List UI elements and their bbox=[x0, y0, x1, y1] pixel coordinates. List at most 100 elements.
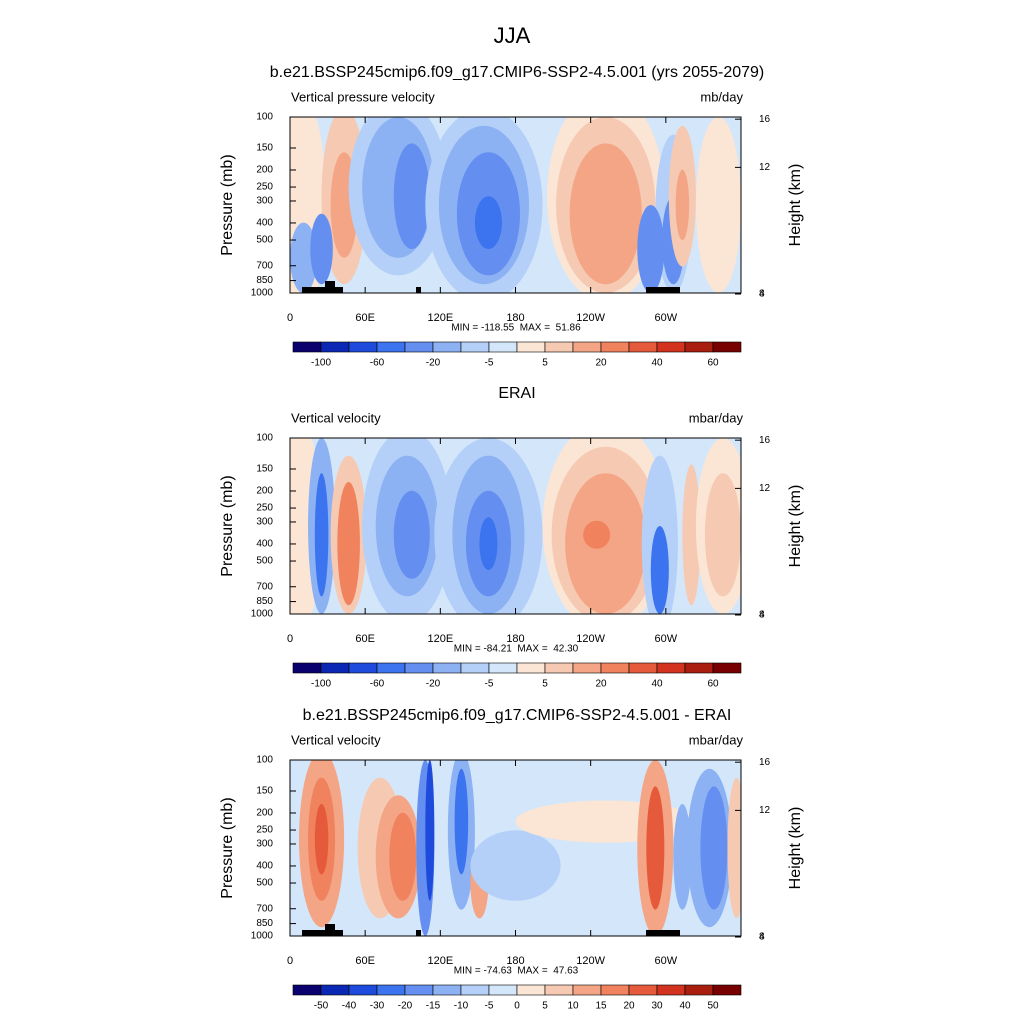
x-tick-label: 0 bbox=[287, 312, 293, 324]
colorbar-box bbox=[320, 662, 350, 674]
y-tick-label: 250 bbox=[256, 825, 273, 836]
right-label: mbar/day bbox=[689, 732, 744, 747]
y-tick-label: 1000 bbox=[251, 288, 274, 299]
panel-title: b.e21.BSSP245cmip6.f09_g17.CMIP6-SSP2-4.… bbox=[270, 64, 765, 81]
y2-tick-label: 8 bbox=[759, 932, 765, 943]
y2-tick-label: 8 bbox=[759, 289, 765, 300]
colorbar-box bbox=[712, 341, 742, 353]
colorbar-box bbox=[628, 662, 658, 674]
x-tick-label: 180 bbox=[506, 312, 524, 324]
x-tick-label: 60W bbox=[655, 633, 678, 645]
contour-field bbox=[290, 760, 741, 936]
colorbar-tick-label: -20 bbox=[426, 358, 441, 369]
colorbar-box bbox=[600, 341, 630, 353]
y2-tick-label: 12 bbox=[759, 805, 771, 816]
colorbar-box bbox=[544, 984, 574, 996]
colorbar-box bbox=[516, 984, 546, 996]
colorbar-tick-label: -40 bbox=[342, 1001, 357, 1012]
colorbar-box bbox=[376, 662, 406, 674]
y-tick-label: 850 bbox=[256, 596, 273, 607]
colorbar-tick-label: 0 bbox=[514, 1001, 520, 1012]
y2-tick-label: 4 bbox=[759, 289, 765, 300]
colorbar-tick-label: 10 bbox=[567, 1001, 579, 1012]
colorbar-box bbox=[432, 341, 462, 353]
contour-region bbox=[646, 786, 665, 910]
colorbar-box bbox=[516, 341, 546, 353]
colorbar-tick-label: -60 bbox=[370, 358, 385, 369]
contour-region bbox=[290, 222, 318, 293]
terrain bbox=[325, 924, 335, 936]
colorbar-box bbox=[628, 984, 658, 996]
contour-region bbox=[393, 143, 430, 249]
colorbar-tick-label: 5 bbox=[542, 358, 548, 369]
colorbar-tick-label: -100 bbox=[311, 679, 331, 690]
y-tick-label: 150 bbox=[256, 786, 273, 797]
y-tick-label: 400 bbox=[256, 218, 273, 229]
x-tick-label: 60E bbox=[355, 955, 375, 967]
colorbar-box bbox=[348, 662, 378, 674]
colorbar-box bbox=[488, 341, 518, 353]
colorbar-box bbox=[404, 662, 434, 674]
panel-title: b.e21.BSSP245cmip6.f09_g17.CMIP6-SSP2-4.… bbox=[303, 707, 732, 724]
colorbar-box bbox=[516, 662, 546, 674]
colorbar-tick-label: 50 bbox=[707, 1001, 719, 1012]
x-tick-label: 120E bbox=[427, 955, 453, 967]
contour-region bbox=[682, 464, 701, 606]
colorbar-tick-label: -60 bbox=[370, 679, 385, 690]
colorbar-box bbox=[544, 341, 574, 353]
contour-region bbox=[337, 481, 360, 606]
x-tick-label: 120E bbox=[427, 633, 453, 645]
colorbar-tick-label: -20 bbox=[426, 679, 441, 690]
y-tick-label: 300 bbox=[256, 517, 273, 528]
terrain bbox=[302, 287, 343, 293]
y-tick-label: 300 bbox=[256, 839, 273, 850]
contour-region bbox=[454, 768, 469, 875]
colorbar-tick-label: -30 bbox=[370, 1001, 385, 1012]
contour-region bbox=[474, 196, 502, 250]
x-tick-label: 60E bbox=[355, 312, 375, 324]
colorbar-box bbox=[404, 341, 434, 353]
x-tick-label: 180 bbox=[506, 955, 524, 967]
y-tick-label: 150 bbox=[256, 464, 273, 475]
contour-region bbox=[310, 213, 333, 285]
colorbar-tick-label: 60 bbox=[707, 358, 719, 369]
colorbar-box bbox=[292, 341, 322, 353]
x-tick-label: 180 bbox=[506, 633, 524, 645]
colorbar-tick-label: 60 bbox=[707, 679, 719, 690]
y-tick-label: 500 bbox=[256, 235, 273, 246]
contour-region bbox=[314, 804, 329, 875]
contour-region bbox=[583, 520, 611, 549]
colorbar-tick-label: -10 bbox=[454, 1001, 469, 1012]
colorbar-box bbox=[376, 984, 406, 996]
x-tick-label: 120E bbox=[427, 312, 453, 324]
colorbar-tick-label: 40 bbox=[651, 679, 663, 690]
stats: MIN = -74.63 MAX = 47.63 bbox=[454, 966, 579, 977]
y-tick-label: 200 bbox=[256, 486, 273, 497]
colorbar-box bbox=[376, 341, 406, 353]
colorbar-tick-label: 30 bbox=[651, 1001, 663, 1012]
colorbar-tick-label: -50 bbox=[314, 1001, 329, 1012]
colorbar-tick-label: -5 bbox=[485, 679, 494, 690]
y-tick-label: 100 bbox=[256, 112, 273, 123]
contour-field bbox=[290, 117, 741, 293]
y2-tick-label: 16 bbox=[759, 435, 771, 446]
colorbar-tick-label: 40 bbox=[651, 358, 663, 369]
contour-region bbox=[727, 777, 741, 919]
x-tick-label: 0 bbox=[287, 955, 293, 967]
contour-region bbox=[675, 169, 690, 241]
contour-field bbox=[290, 438, 741, 614]
x-tick-label: 120W bbox=[576, 955, 605, 967]
colorbar-box bbox=[292, 662, 322, 674]
colorbar-tick-label: 5 bbox=[542, 1001, 548, 1012]
y-tick-label: 300 bbox=[256, 196, 273, 207]
right-label: mb/day bbox=[700, 89, 743, 104]
terrain bbox=[416, 930, 421, 936]
y2-axis-title: Height (km) bbox=[787, 485, 804, 568]
x-tick-label: 60W bbox=[655, 312, 678, 324]
colorbar-tick-label: 5 bbox=[542, 679, 548, 690]
colorbar-box bbox=[320, 341, 350, 353]
x-tick-label: 60E bbox=[355, 633, 375, 645]
y-axis-title: Pressure (mb) bbox=[219, 475, 236, 576]
colorbar-box bbox=[460, 341, 490, 353]
colorbar-box bbox=[572, 341, 602, 353]
